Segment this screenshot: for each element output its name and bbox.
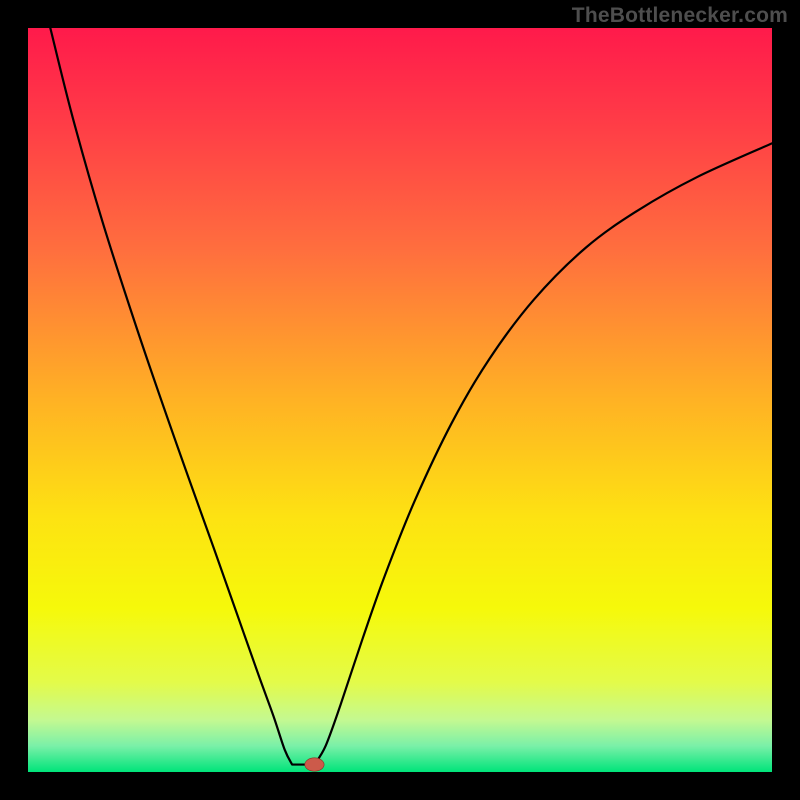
chart-svg <box>28 28 772 772</box>
plot-area <box>28 28 772 772</box>
chart-frame: TheBottlenecker.com <box>0 0 800 800</box>
watermark-text: TheBottlenecker.com <box>572 4 788 28</box>
chart-background <box>28 28 772 772</box>
optimal-marker <box>305 758 324 771</box>
